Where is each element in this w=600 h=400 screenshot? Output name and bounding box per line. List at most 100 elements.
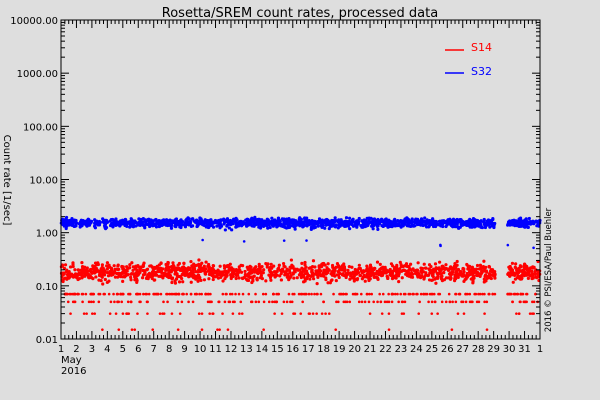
data-point-s14: [285, 300, 289, 304]
data-point-s32: [103, 222, 108, 227]
data-point-s32: [527, 220, 531, 224]
data-point-s32: [419, 219, 423, 224]
data-point-s14: [89, 270, 93, 274]
data-point-s14: [250, 280, 254, 285]
data-point-s32: [390, 221, 394, 226]
data-point-s32: [253, 215, 257, 219]
data-point-s14: [313, 265, 317, 269]
data-point-s32: [513, 222, 517, 226]
data-point-s14: [357, 300, 361, 304]
data-point-s14: [322, 300, 325, 304]
data-point-s14: [526, 276, 530, 280]
data-point-s14: [383, 269, 388, 274]
x-tick-label: 30: [503, 344, 516, 355]
y-axis: 0.01 0.10 1.00 10.00 100.00 1000.00 10000.00: [10, 16, 540, 346]
data-point-s32: [70, 216, 74, 221]
data-point-s32: [359, 224, 363, 228]
data-point-s32: [285, 220, 289, 224]
data-point-s14: [209, 292, 212, 296]
data-point-s14: [101, 282, 105, 286]
data-point-s14: [196, 279, 200, 283]
y-tick-label: 1000.00: [17, 69, 58, 80]
data-point-s32: [378, 220, 382, 224]
data-point-s14: [508, 271, 513, 275]
data-point-s32: [408, 219, 412, 223]
data-point-s14: [191, 266, 195, 270]
data-point-s14: [290, 300, 294, 304]
data-point-s32: [305, 222, 310, 227]
data-point-s14: [297, 292, 301, 296]
data-point-s14: [258, 276, 262, 280]
data-point-s32: [276, 216, 281, 220]
data-point-s32: [396, 219, 400, 223]
data-point-s14: [383, 265, 387, 269]
data-point-s14: [301, 280, 306, 284]
data-point-s14: [493, 292, 497, 296]
data-point-s32: [433, 224, 438, 229]
data-point-s14: [77, 272, 81, 276]
data-point-s14: [223, 266, 227, 270]
data-point-s32: [517, 224, 522, 228]
data-point-s14: [396, 292, 399, 296]
data-point-s14: [281, 261, 286, 266]
chart-title: Rosetta/SREM count rates, processed data: [162, 6, 438, 21]
data-point-s14: [261, 292, 265, 296]
data-point-s14: [151, 269, 155, 273]
data-point-s14: [427, 300, 430, 304]
data-point-s14: [293, 270, 297, 274]
data-point-s14: [196, 273, 200, 277]
data-point-s14: [211, 277, 215, 282]
data-point-s14: [197, 312, 201, 315]
data-point-s14: [234, 292, 237, 296]
x-tick-label: 10: [194, 344, 207, 355]
data-point-s14: [413, 271, 418, 276]
data-point-s32: [154, 225, 159, 229]
data-point-s14: [177, 280, 182, 284]
data-point-s32: [266, 226, 270, 230]
data-point-s14: [257, 300, 261, 304]
data-point-s14: [152, 266, 157, 271]
data-point-s14: [197, 258, 201, 262]
data-point-s14: [185, 292, 188, 296]
data-point-s14: [449, 265, 453, 269]
data-point-s32: [453, 224, 457, 229]
data-point-s32: [170, 219, 174, 223]
data-point-s14: [177, 292, 181, 296]
data-point-s14: [477, 292, 480, 296]
data-point-s14: [95, 263, 99, 267]
data-point-s32: [183, 221, 188, 225]
data-point-s14: [420, 273, 424, 278]
data-point-s14: [531, 265, 535, 269]
data-point-s32: [403, 220, 408, 224]
data-point-s14: [357, 266, 361, 271]
data-point-s14: [208, 312, 211, 315]
y-tick-label: 10.00: [29, 176, 58, 187]
data-point-s14: [462, 312, 466, 315]
data-point-s14: [186, 266, 191, 270]
data-point-s14: [306, 273, 310, 277]
data-point-s14: [417, 312, 421, 315]
data-point-s14: [464, 292, 467, 296]
data-point-s14: [171, 292, 175, 296]
data-point-s14: [239, 263, 243, 267]
data-point-s14: [253, 266, 257, 270]
data-point-s14: [534, 292, 537, 296]
data-point-s14: [341, 292, 345, 296]
data-point-s14: [381, 292, 385, 296]
data-point-s14: [487, 265, 492, 269]
data-point-s14: [181, 280, 185, 284]
data-point-s32: [347, 222, 351, 227]
data-point-s14: [73, 268, 77, 272]
data-point-s14: [167, 268, 171, 272]
y-tick-label: 0.10: [36, 282, 58, 293]
data-point-s32: [218, 226, 222, 230]
data-point-s14: [451, 266, 455, 270]
data-point-s32: [376, 217, 380, 222]
data-point-s14: [221, 279, 225, 283]
y-tick-label: 100.00: [23, 122, 58, 133]
data-point-s14: [527, 271, 531, 275]
x-tick-label: 31: [518, 344, 531, 355]
data-point-s14: [302, 292, 306, 296]
data-point-s14: [434, 281, 438, 285]
data-point-s32: [148, 224, 152, 229]
